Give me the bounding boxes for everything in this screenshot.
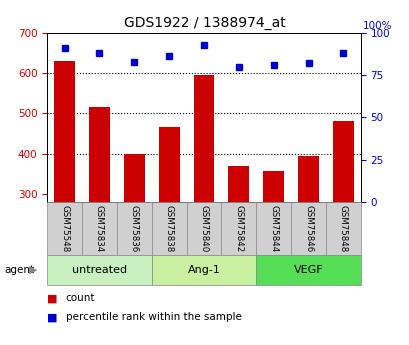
Text: GSM75846: GSM75846: [303, 205, 312, 252]
FancyBboxPatch shape: [151, 202, 186, 255]
Bar: [54, 61, 75, 315]
Text: GSM75840: GSM75840: [199, 205, 208, 252]
FancyBboxPatch shape: [117, 202, 151, 255]
Bar: [124, 154, 144, 315]
FancyBboxPatch shape: [256, 255, 360, 285]
FancyBboxPatch shape: [151, 255, 256, 285]
Text: count: count: [65, 294, 95, 303]
Bar: [297, 156, 318, 315]
FancyBboxPatch shape: [47, 255, 151, 285]
Text: GSM75844: GSM75844: [269, 205, 277, 252]
Bar: [158, 127, 179, 315]
FancyBboxPatch shape: [325, 202, 360, 255]
FancyBboxPatch shape: [256, 202, 290, 255]
Text: ▶: ▶: [29, 265, 37, 275]
Text: ■: ■: [47, 313, 58, 322]
Text: ■: ■: [47, 294, 58, 303]
Text: GDS1922 / 1388974_at: GDS1922 / 1388974_at: [124, 16, 285, 30]
Text: GSM75848: GSM75848: [338, 205, 347, 252]
Text: GSM75836: GSM75836: [130, 205, 138, 252]
FancyBboxPatch shape: [82, 202, 117, 255]
Text: GSM75838: GSM75838: [164, 205, 173, 252]
Text: VEGF: VEGF: [293, 265, 323, 275]
Text: GSM75842: GSM75842: [234, 205, 243, 252]
Bar: [89, 107, 110, 315]
Bar: [263, 171, 283, 315]
FancyBboxPatch shape: [186, 202, 221, 255]
Text: GSM75834: GSM75834: [95, 205, 103, 252]
Bar: [332, 120, 353, 315]
FancyBboxPatch shape: [290, 202, 325, 255]
FancyBboxPatch shape: [221, 202, 256, 255]
Text: GSM75548: GSM75548: [60, 205, 69, 252]
Bar: [193, 75, 214, 315]
Text: Ang-1: Ang-1: [187, 265, 220, 275]
Bar: [228, 166, 249, 315]
Text: 100%: 100%: [362, 21, 391, 31]
Text: percentile rank within the sample: percentile rank within the sample: [65, 313, 241, 322]
Text: agent: agent: [4, 265, 34, 275]
Text: untreated: untreated: [72, 265, 127, 275]
FancyBboxPatch shape: [47, 202, 82, 255]
